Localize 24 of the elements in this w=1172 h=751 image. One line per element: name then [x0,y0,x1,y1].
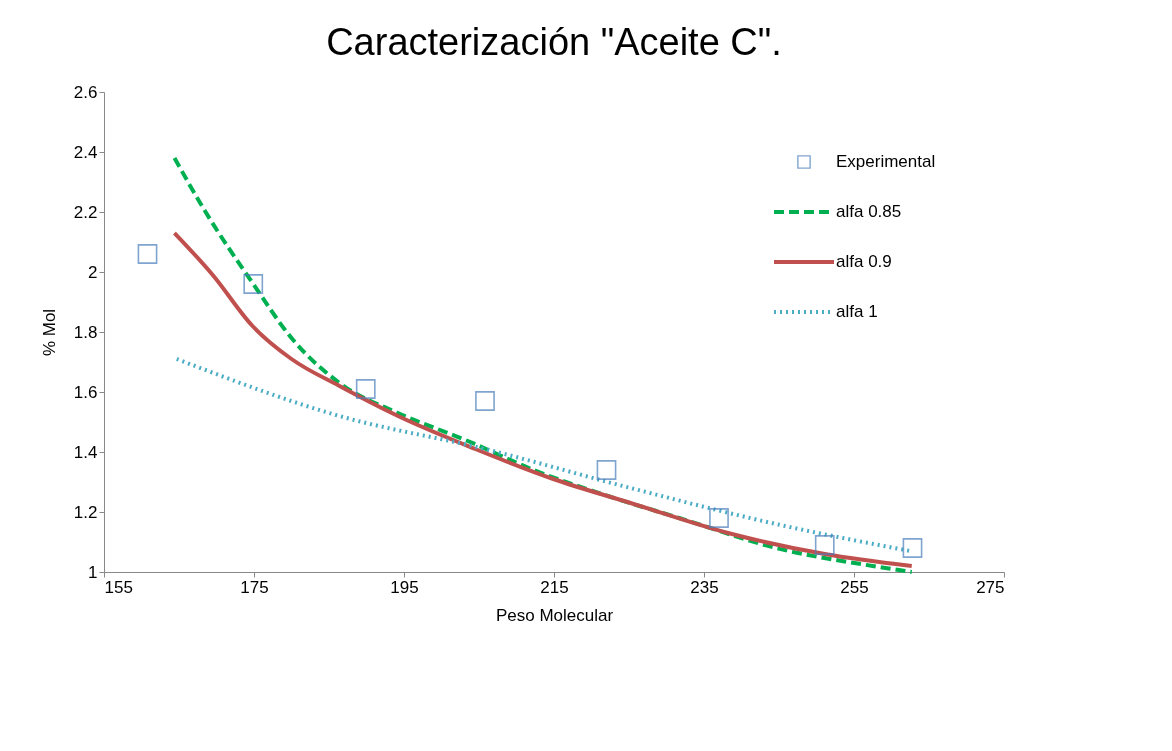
x-tick-label: 255 [840,577,869,597]
y-tick-label: 1.6 [73,382,98,402]
y-axis-title: % Mol [39,308,59,357]
x-tick-label: 215 [540,577,569,597]
x-tick-label: 155 [104,577,133,597]
y-tick-label: 1.8 [73,322,98,342]
x-tick-label: 235 [690,577,719,597]
x-tick-label: 175 [240,577,269,597]
x-axis-title: Peso Molecular [495,605,614,625]
line-series [172,231,914,568]
legend-label: alfa 1 [836,302,878,321]
y-tick-label: 1 [88,562,98,582]
y-tick-label: 1.2 [73,502,98,522]
y-tick-label: 2.4 [73,142,98,162]
y-tick-label: 2.2 [73,202,98,222]
legend-label: Experimental [836,152,936,171]
x-tick-label: 195 [390,577,419,597]
y-tick-label: 2.6 [73,82,98,102]
x-tick-label: 275 [976,577,1005,597]
y-tick-label: 1.4 [73,442,98,462]
y-tick-label: 2 [88,262,98,282]
legend-label: alfa 0.9 [836,252,892,271]
chart-title: Caracterización "Aceite C". [326,21,782,63]
legend-label: alfa 0.85 [836,202,902,221]
